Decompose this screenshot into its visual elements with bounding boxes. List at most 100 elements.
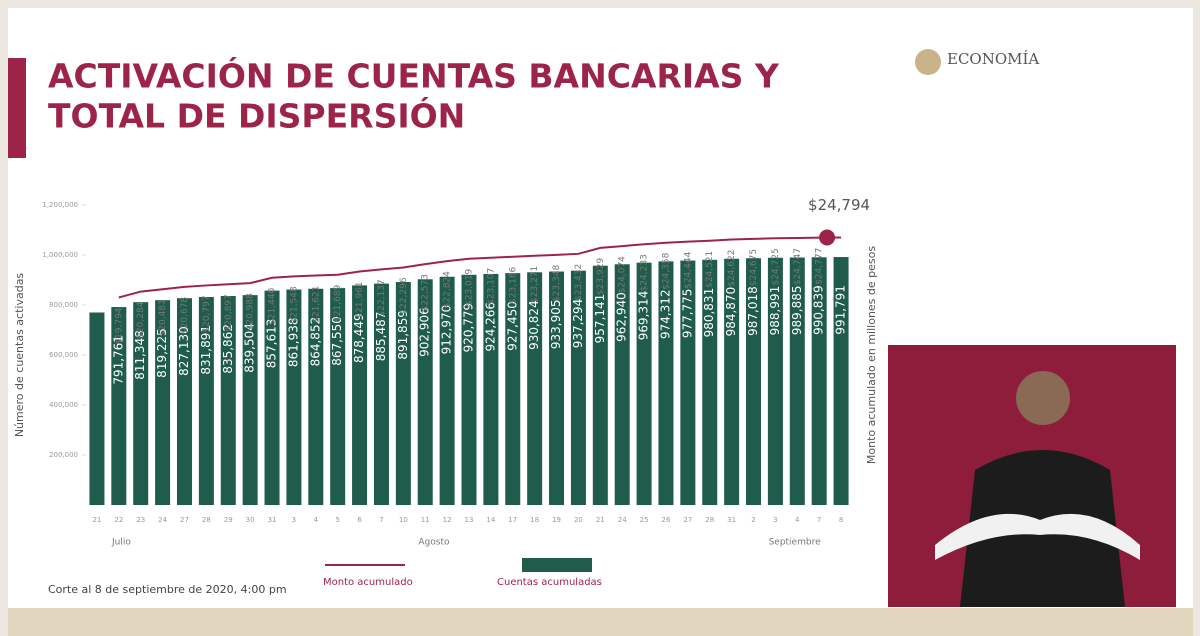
line-value-label: $24,675	[749, 249, 759, 286]
bar-value-label: 957,141	[593, 294, 607, 344]
bar-value-label: 969,314	[637, 291, 651, 341]
bar-value-label: 885,487	[374, 312, 388, 362]
bar-value-label: 791,761	[111, 335, 125, 385]
x-tick-label: 28	[705, 516, 714, 524]
x-tick-label: 31	[268, 516, 277, 524]
line-value-label: $24,747	[793, 248, 803, 285]
bar-value-label: 987,018	[746, 286, 760, 336]
line-value-label: $24,358	[661, 252, 671, 289]
bar	[308, 288, 324, 505]
bar-value-label: 902,906	[418, 307, 432, 357]
x-tick-label: 25	[640, 516, 649, 524]
bar	[417, 279, 433, 505]
legend-label: Monto acumulado	[323, 577, 413, 588]
bar	[592, 265, 608, 505]
bar-value-label: 811,348	[133, 330, 147, 380]
line-value-label: $23,348	[552, 265, 562, 302]
bar	[373, 283, 389, 505]
bar-value-label: 977,775	[680, 289, 694, 339]
legend-label: Cuentas acumuladas	[497, 577, 602, 588]
bar	[133, 302, 149, 505]
bar	[614, 264, 630, 505]
line-value-label: $23,271	[530, 266, 540, 303]
bar	[658, 261, 674, 505]
month-label: Agosto	[418, 538, 450, 548]
line-value-label: $24,777	[815, 248, 825, 285]
bar	[176, 298, 192, 505]
y-tick-label: 1,000,000	[42, 251, 78, 259]
line-value-label: $21,548	[289, 286, 299, 323]
logo-emblem	[915, 49, 941, 75]
line-value-label: $22,137	[377, 279, 387, 316]
line-value-label: $24,622	[727, 250, 737, 287]
bar-value-label: 980,831	[702, 288, 716, 338]
line-value-label: $24,444	[683, 251, 693, 288]
bar-value-label: 991,791	[834, 285, 848, 335]
line-value-label: $23,432	[574, 264, 584, 301]
line-value-label: $22,824	[443, 271, 453, 308]
bar	[636, 262, 652, 505]
y-tick-label: 1,200,000	[42, 201, 78, 209]
line-value-label: $21,621	[311, 286, 321, 323]
bar-value-label: 912,970	[440, 305, 454, 355]
line-value-label: $24,233	[640, 254, 650, 291]
bar	[549, 271, 565, 505]
bar	[461, 274, 477, 505]
bar	[264, 290, 280, 505]
line-value-label: $21,440	[268, 287, 278, 324]
bar	[680, 260, 696, 505]
bar-value-label: 930,824	[527, 300, 541, 350]
line-value-label: $20,284	[136, 301, 146, 338]
x-tick-label: 3	[292, 516, 296, 524]
x-tick-label: 21	[596, 516, 605, 524]
line-value-label: $24,725	[771, 248, 781, 285]
x-tick-label: 22	[114, 516, 123, 524]
bar-value-label: 839,504	[243, 323, 257, 373]
bar-value-label: 857,613	[265, 319, 279, 369]
line-value-label: $23,186	[508, 266, 518, 303]
bar	[833, 257, 849, 505]
line-value-label: $24,521	[705, 251, 715, 288]
bar	[352, 285, 368, 505]
y-axis-label: Número de cuentas activadas	[13, 273, 26, 438]
line	[118, 236, 842, 299]
x-tick-label: 31	[727, 516, 736, 524]
bar	[111, 307, 127, 505]
bar	[527, 272, 543, 505]
bar-value-label: 974,312	[658, 289, 672, 339]
bar	[198, 297, 214, 505]
bar	[330, 288, 346, 505]
bar-value-label: 988,991	[768, 286, 782, 336]
line-value-label: $24,074	[618, 256, 628, 293]
bar	[483, 273, 499, 505]
x-tick-label: 4	[314, 516, 319, 524]
line-value-label: $20,797	[202, 295, 212, 332]
line-value-label: $21,961	[355, 281, 365, 318]
bar-value-label: 984,870	[724, 287, 738, 337]
bottom-band	[8, 608, 1193, 636]
x-tick-label: 2	[751, 516, 755, 524]
bar	[746, 258, 762, 505]
x-tick-label: 24	[618, 516, 627, 524]
bar-value-label: 878,449	[352, 313, 366, 363]
chart-title: TOTAL DE DISPERSIÓN	[48, 96, 465, 136]
x-tick-label: 29	[224, 516, 233, 524]
bar	[395, 282, 411, 505]
line-value-label: $21,689	[333, 284, 343, 321]
bar-value-label: 861,938	[286, 318, 300, 368]
bar-value-label: 927,450	[505, 301, 519, 351]
x-tick-label: 19	[552, 516, 561, 524]
x-tick-label: 23	[136, 516, 145, 524]
bar-value-label: 891,859	[396, 310, 410, 360]
bar	[220, 296, 236, 505]
month-label: Septiembre	[769, 538, 822, 548]
y-tick-label: 600,000	[49, 351, 78, 359]
x-tick-label: 4	[795, 516, 800, 524]
bar-value-label: 989,885	[790, 286, 804, 336]
x-tick-label: 28	[202, 516, 211, 524]
x-tick-label: 13	[465, 516, 474, 524]
x-tick-label: 24	[158, 516, 167, 524]
bar-value-label: 924,266	[483, 302, 497, 352]
bar	[155, 300, 171, 505]
